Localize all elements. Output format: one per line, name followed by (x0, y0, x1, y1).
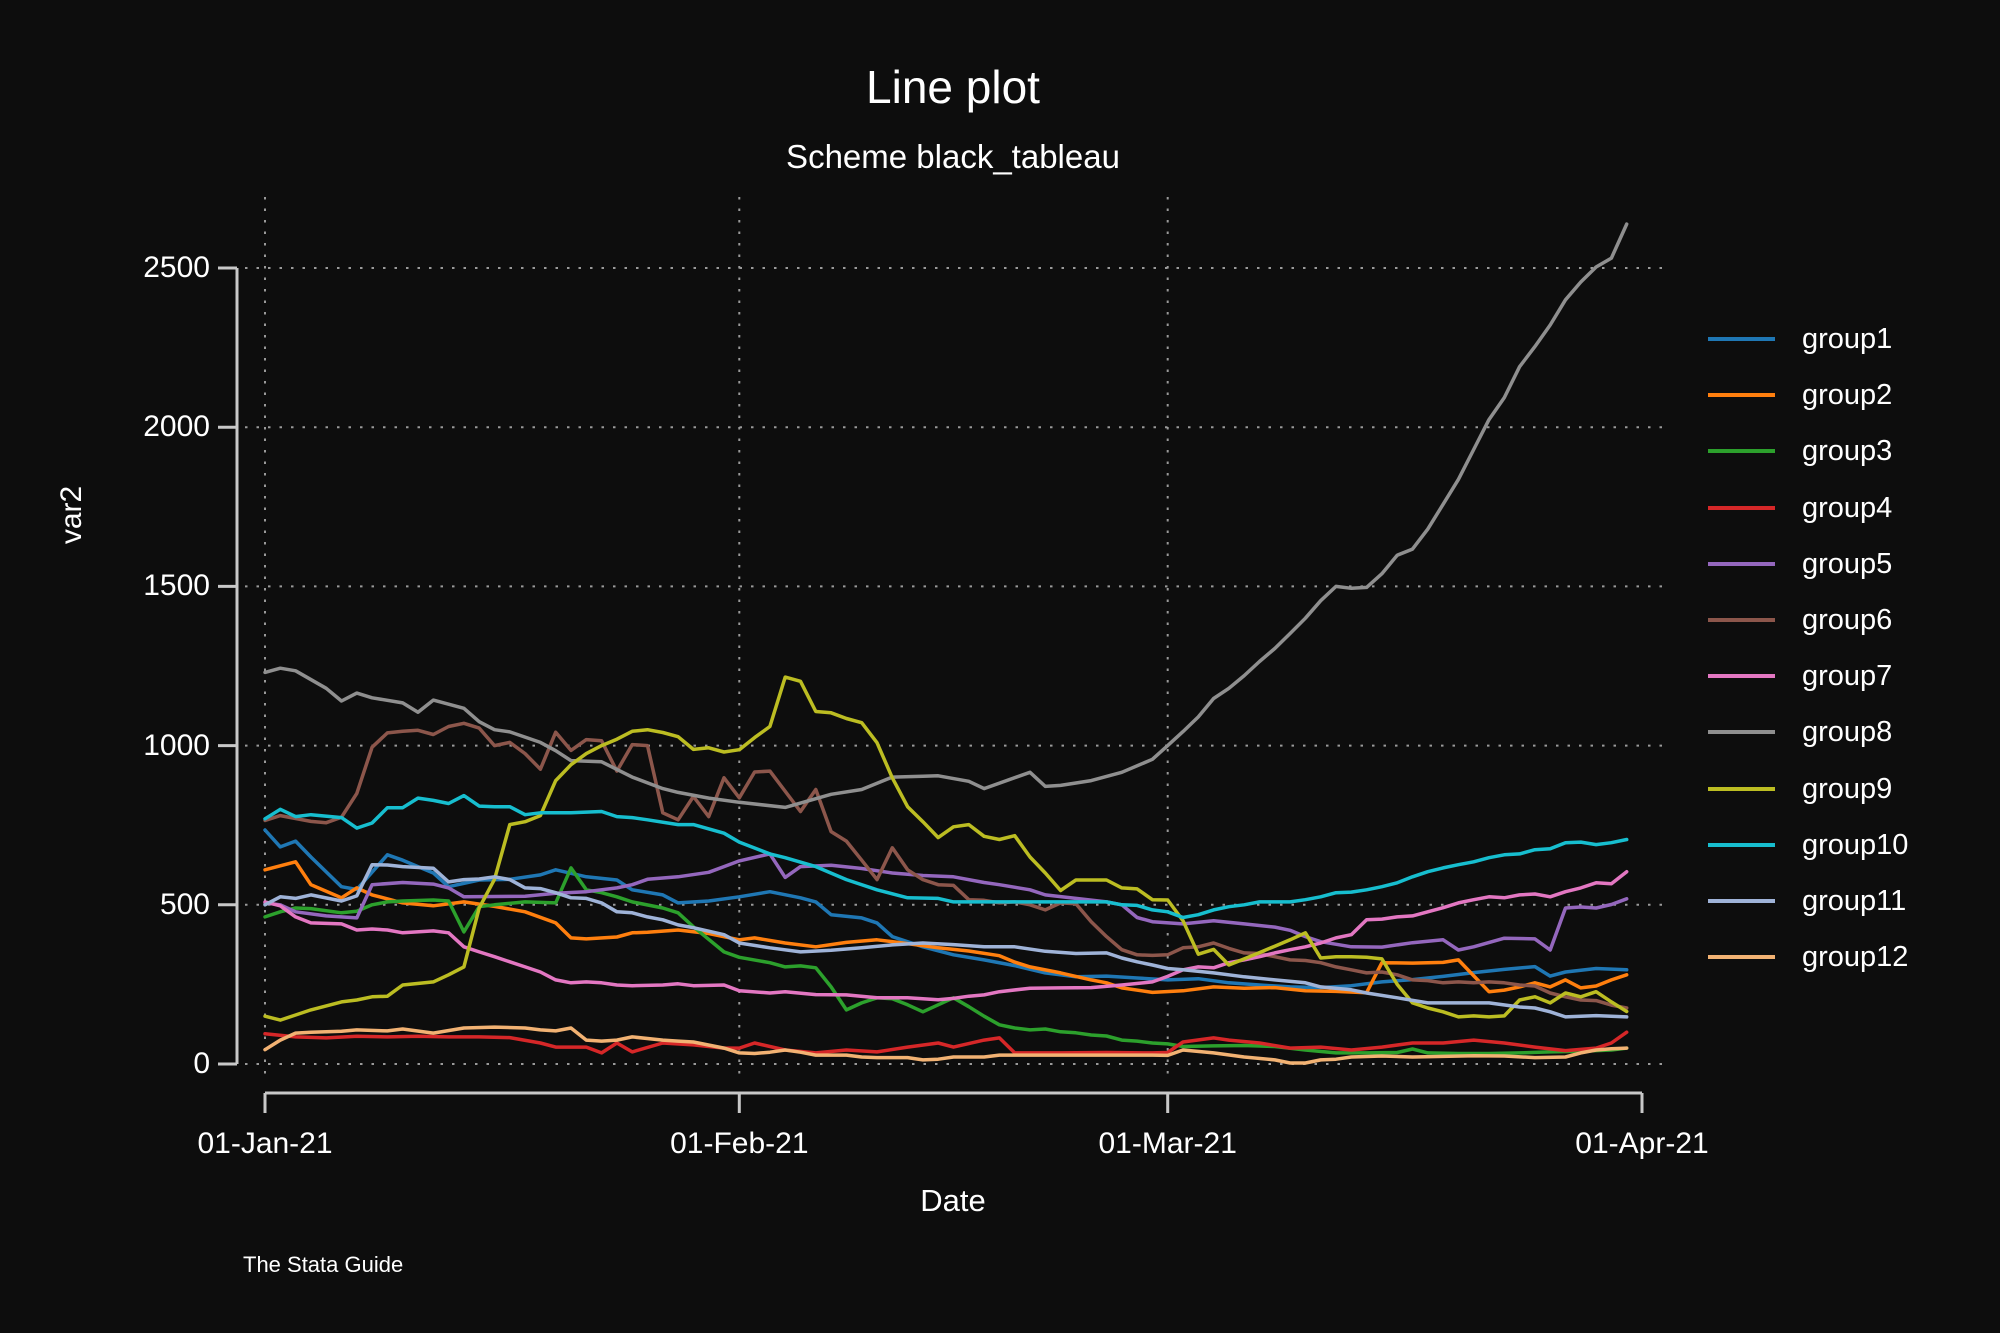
series-line-group7 (263, 869, 1629, 1002)
x-axis-title: Date (920, 1183, 986, 1218)
series-line-group1 (263, 828, 1629, 990)
series-line-group12 (263, 1025, 1629, 1065)
y-tick-label-0: 0 (193, 1047, 210, 1080)
legend-swatch-group8 (1708, 730, 1775, 735)
legend-label-group2: group2 (1802, 379, 1893, 412)
y-tick-label-2000: 2000 (143, 410, 210, 444)
legend-label-group9: group9 (1802, 772, 1893, 805)
legend-label-group4: group4 (1802, 491, 1893, 524)
y-tick-label-1500: 1500 (143, 569, 210, 603)
legend-label-group1: group1 (1802, 323, 1893, 355)
legend-swatch-group3 (1708, 449, 1775, 454)
chart-subtitle: Scheme black_tableau (786, 138, 1120, 175)
series-line-group6 (263, 721, 1629, 1010)
legend-label-group5: group5 (1802, 547, 1893, 580)
legend-swatch-group7 (1708, 674, 1775, 679)
legend-label-group7: group7 (1802, 660, 1893, 693)
legend-swatch-group12 (1708, 955, 1775, 960)
x-tick-label-01-Mar-21: 01-Mar-21 (1098, 1127, 1237, 1160)
series-line-group11 (263, 862, 1629, 1019)
legend-label-group6: group6 (1802, 604, 1893, 636)
chart-title: Line plot (866, 61, 1040, 113)
x-tick-label-01-Apr-21: 01-Apr-21 (1575, 1127, 1709, 1160)
y-tick-label-1000: 1000 (143, 728, 210, 762)
series-line-group9 (263, 675, 1629, 1022)
caption-stata-guide: The Stata Guide (243, 1252, 404, 1277)
x-tick-label-01-Jan-21: 01-Jan-21 (197, 1127, 333, 1160)
legend-swatch-group11 (1708, 899, 1775, 903)
legend-label-group3: group3 (1802, 435, 1893, 468)
legend-swatch-group9 (1708, 786, 1775, 791)
legend-swatch-group1 (1708, 337, 1775, 341)
x-tick-label-01-Feb-21: 01-Feb-21 (670, 1127, 809, 1160)
series-line-group8 (263, 222, 1629, 810)
y-axis-title: var2 (55, 485, 88, 545)
legend-label-group10: group10 (1802, 828, 1909, 861)
series-line-group3 (263, 866, 1629, 1056)
legend-swatch-group10 (1708, 842, 1775, 847)
legend-label-group8: group8 (1802, 716, 1893, 749)
legend-swatch-group2 (1708, 393, 1775, 398)
y-tick-label-2500: 2500 (143, 251, 210, 284)
legend-swatch-group4 (1708, 505, 1775, 510)
series-line-group4 (263, 1030, 1629, 1055)
series-line-group10 (263, 793, 1629, 920)
legend-label-group12: group12 (1802, 941, 1909, 974)
legend-swatch-group6 (1708, 618, 1775, 622)
y-tick-label-500: 500 (159, 887, 210, 921)
legend-label-group11: group11 (1802, 885, 1907, 917)
legend-swatch-group5 (1708, 561, 1775, 566)
